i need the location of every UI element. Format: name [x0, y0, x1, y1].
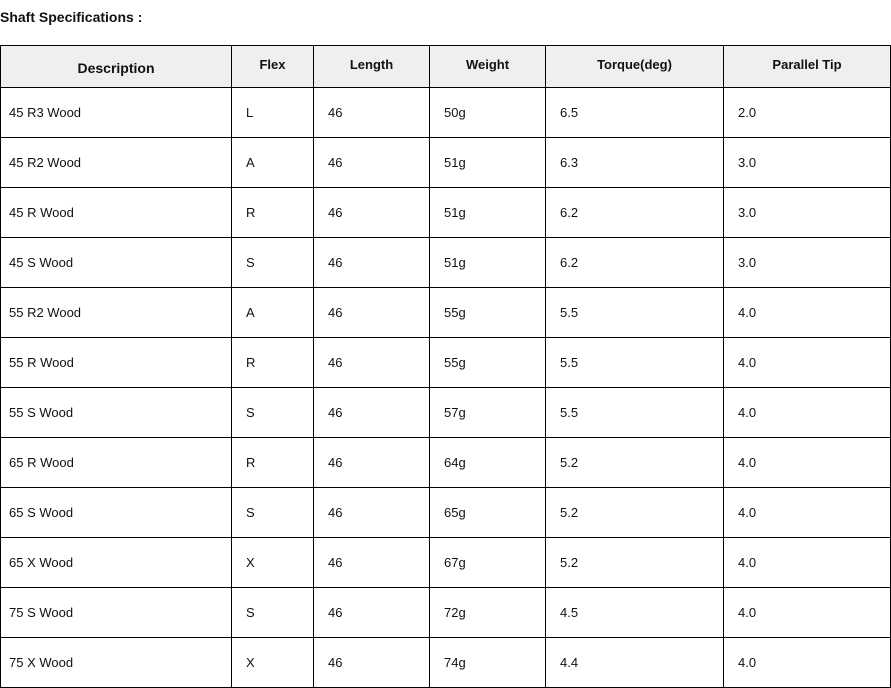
table-header-row: Description Flex Length Weight Torque(deg) Pa…	[0, 45, 891, 88]
table-cell: 72g	[429, 587, 546, 638]
table-cell: 46	[313, 637, 430, 688]
table-cell: 45 R Wood	[0, 187, 232, 238]
table-cell: 51g	[429, 237, 546, 288]
column-header-torque-deg: Torque(deg)	[545, 45, 724, 88]
table-cell: 46	[313, 137, 430, 188]
table-cell: R	[231, 337, 314, 388]
table-cell: 4.0	[723, 387, 891, 438]
table-row: 55 R Wood R 46 55g 5.5 4.0	[0, 337, 891, 388]
table-cell: 4.0	[723, 587, 891, 638]
table-row: 45 R2 Wood A 46 51g 6.3 3.0	[0, 137, 891, 188]
table-cell: A	[231, 287, 314, 338]
table-cell: 5.2	[545, 487, 724, 538]
table-cell: 55g	[429, 337, 546, 388]
table-cell: X	[231, 537, 314, 588]
table-row: 45 S Wood S 46 51g 6.2 3.0	[0, 237, 891, 288]
table-cell: S	[231, 387, 314, 438]
table-cell: 50g	[429, 87, 546, 138]
table-cell: L	[231, 87, 314, 138]
column-header-description: Description	[0, 45, 232, 88]
table-cell: 65 R Wood	[0, 437, 232, 488]
table-cell: 4.0	[723, 637, 891, 688]
column-header-flex: Flex	[231, 45, 314, 88]
table-cell: 57g	[429, 387, 546, 438]
table-cell: 2.0	[723, 87, 891, 138]
table-cell: 51g	[429, 137, 546, 188]
table-cell: 4.0	[723, 287, 891, 338]
table-cell: S	[231, 487, 314, 538]
table-cell: 4.0	[723, 437, 891, 488]
table-cell: 6.5	[545, 87, 724, 138]
table-cell: 3.0	[723, 237, 891, 288]
table-cell: 46	[313, 187, 430, 238]
table-cell: 75 S Wood	[0, 587, 232, 638]
table-cell: 55 R2 Wood	[0, 287, 232, 338]
shaft-specifications-table: Description Flex Length Weight Torque(deg) Pa…	[0, 45, 891, 688]
table-cell: 5.2	[545, 437, 724, 488]
table-cell: 5.5	[545, 337, 724, 388]
table-cell: 55 R Wood	[0, 337, 232, 388]
table-row: 65 S Wood S 46 65g 5.2 4.0	[0, 487, 891, 538]
table-cell: 45 R2 Wood	[0, 137, 232, 188]
table-cell: 75 X Wood	[0, 637, 232, 688]
table-row: 45 R Wood R 46 51g 6.2 3.0	[0, 187, 891, 238]
table-cell: 3.0	[723, 187, 891, 238]
table-row: 75 X Wood X 46 74g 4.4 4.0	[0, 637, 891, 688]
table-row: 45 R3 Wood L 46 50g 6.5 2.0	[0, 87, 891, 138]
table-cell: 46	[313, 87, 430, 138]
table-cell: 6.2	[545, 187, 724, 238]
table-cell: 65g	[429, 487, 546, 538]
table-cell: 46	[313, 287, 430, 338]
table-row: 55 R2 Wood A 46 55g 5.5 4.0	[0, 287, 891, 338]
table-cell: 46	[313, 537, 430, 588]
table-cell: X	[231, 637, 314, 688]
table-cell: 46	[313, 387, 430, 438]
table-cell: 65 X Wood	[0, 537, 232, 588]
table-cell: 46	[313, 487, 430, 538]
table-row: 65 R Wood R 46 64g 5.2 4.0	[0, 437, 891, 488]
table-cell: 64g	[429, 437, 546, 488]
table-cell: 4.0	[723, 337, 891, 388]
table-cell: 4.4	[545, 637, 724, 688]
table-cell: R	[231, 187, 314, 238]
table-cell: 55 S Wood	[0, 387, 232, 438]
table-cell: 46	[313, 237, 430, 288]
table-cell: 6.2	[545, 237, 724, 288]
table-row: 65 X Wood X 46 67g 5.2 4.0	[0, 537, 891, 588]
table-cell: 4.0	[723, 487, 891, 538]
column-header-weight: Weight	[429, 45, 546, 88]
table-cell: 74g	[429, 637, 546, 688]
table-cell: 46	[313, 337, 430, 388]
table-cell: 45 S Wood	[0, 237, 232, 288]
table-cell: 6.3	[545, 137, 724, 188]
table-cell: 67g	[429, 537, 546, 588]
table-cell: R	[231, 437, 314, 488]
column-header-parallel-tip: Parallel Tip	[723, 45, 891, 88]
table-cell: 5.5	[545, 287, 724, 338]
table-row: 75 S Wood S 46 72g 4.5 4.0	[0, 587, 891, 638]
table-cell: 4.5	[545, 587, 724, 638]
table-cell: 5.5	[545, 387, 724, 438]
table-cell: 65 S Wood	[0, 487, 232, 538]
table-cell: 4.0	[723, 537, 891, 588]
table-cell: 46	[313, 587, 430, 638]
table-cell: 51g	[429, 187, 546, 238]
table-cell: S	[231, 237, 314, 288]
table-cell: 3.0	[723, 137, 891, 188]
table-row: 55 S Wood S 46 57g 5.5 4.0	[0, 387, 891, 438]
column-header-length: Length	[313, 45, 430, 88]
table-cell: 45 R3 Wood	[0, 87, 232, 138]
table-cell: 55g	[429, 287, 546, 338]
table-cell: 46	[313, 437, 430, 488]
table-cell: A	[231, 137, 314, 188]
table-cell: S	[231, 587, 314, 638]
page-title: Shaft Specifications :	[0, 9, 143, 25]
table-cell: 5.2	[545, 537, 724, 588]
